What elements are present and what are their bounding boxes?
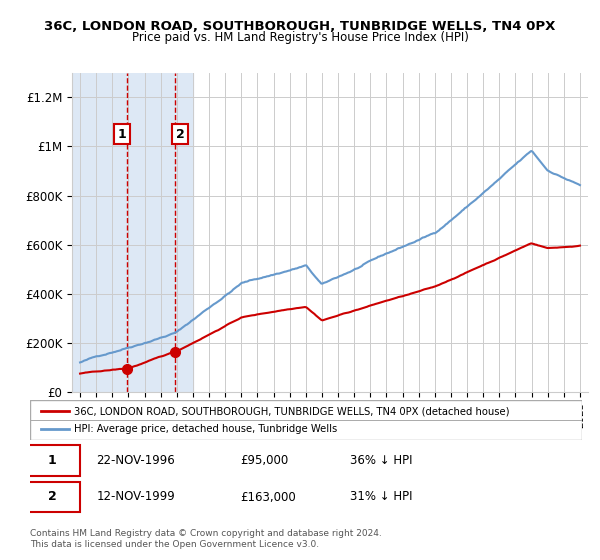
Text: Price paid vs. HM Land Registry's House Price Index (HPI): Price paid vs. HM Land Registry's House …	[131, 31, 469, 44]
Text: HPI: Average price, detached house, Tunbridge Wells: HPI: Average price, detached house, Tunb…	[74, 423, 337, 433]
Text: 1: 1	[48, 454, 56, 467]
Text: £95,000: £95,000	[240, 454, 288, 467]
Text: 12-NOV-1999: 12-NOV-1999	[96, 491, 175, 503]
FancyBboxPatch shape	[25, 482, 80, 512]
FancyBboxPatch shape	[25, 445, 80, 476]
Text: 2: 2	[48, 491, 56, 503]
Text: 36C, LONDON ROAD, SOUTHBOROUGH, TUNBRIDGE WELLS, TN4 0PX (detached house): 36C, LONDON ROAD, SOUTHBOROUGH, TUNBRIDG…	[74, 407, 509, 417]
Text: 36C, LONDON ROAD, SOUTHBOROUGH, TUNBRIDGE WELLS, TN4 0PX: 36C, LONDON ROAD, SOUTHBOROUGH, TUNBRIDG…	[44, 20, 556, 32]
Text: £163,000: £163,000	[240, 491, 296, 503]
Text: 31% ↓ HPI: 31% ↓ HPI	[350, 491, 413, 503]
Text: 2: 2	[176, 128, 184, 141]
FancyBboxPatch shape	[30, 400, 582, 440]
Text: 1: 1	[118, 128, 127, 141]
Text: 36% ↓ HPI: 36% ↓ HPI	[350, 454, 413, 467]
Text: 22-NOV-1996: 22-NOV-1996	[96, 454, 175, 467]
Text: Contains HM Land Registry data © Crown copyright and database right 2024.
This d: Contains HM Land Registry data © Crown c…	[30, 529, 382, 549]
Bar	[72, 73, 193, 392]
